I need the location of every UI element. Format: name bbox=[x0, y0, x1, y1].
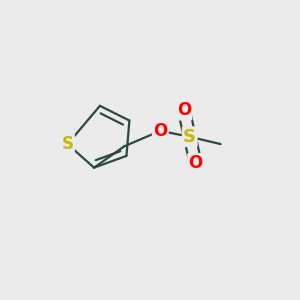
Text: S: S bbox=[61, 135, 74, 153]
Text: S: S bbox=[183, 128, 196, 146]
Text: O: O bbox=[177, 101, 191, 119]
Text: O: O bbox=[188, 154, 203, 172]
Text: O: O bbox=[153, 122, 167, 140]
